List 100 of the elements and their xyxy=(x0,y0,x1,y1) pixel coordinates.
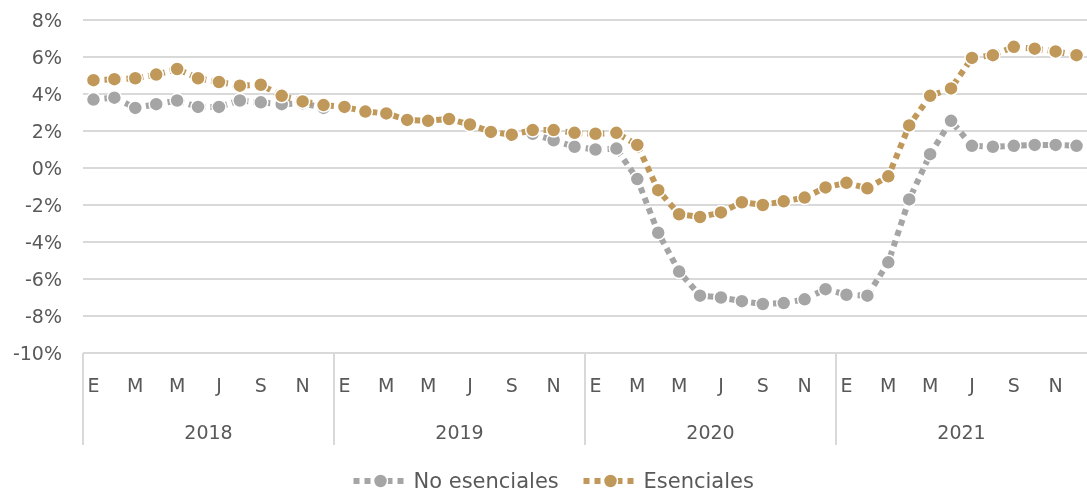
point xyxy=(148,96,164,112)
point xyxy=(943,80,959,97)
point xyxy=(859,180,876,197)
point xyxy=(399,112,415,128)
x-tick-label: J xyxy=(466,373,473,396)
point xyxy=(587,126,604,142)
x-tick-label: M xyxy=(921,373,939,396)
point xyxy=(796,291,813,308)
point xyxy=(253,77,269,93)
point xyxy=(253,94,269,111)
point xyxy=(232,77,248,94)
legend-label: No esenciales xyxy=(413,469,559,494)
point xyxy=(775,193,792,210)
x-tick-label: M xyxy=(880,373,897,396)
y-tick-label: -2% xyxy=(25,193,62,216)
x-tick-label: N xyxy=(546,373,561,396)
point xyxy=(441,111,457,127)
x-tick-label: E xyxy=(338,373,351,396)
text: 2018 xyxy=(184,420,233,443)
x-tick-label: N xyxy=(797,373,812,396)
point xyxy=(629,137,646,153)
point xyxy=(922,88,938,104)
text: 2021 xyxy=(937,420,986,443)
point xyxy=(1047,43,1064,60)
point xyxy=(838,286,855,303)
x-tick-label: N xyxy=(295,373,310,396)
point xyxy=(127,70,144,87)
x-tick-label: M xyxy=(419,373,437,396)
legend-label: Esenciales xyxy=(643,469,754,494)
point xyxy=(85,91,102,108)
y-tick-label: 2% xyxy=(31,119,62,142)
point xyxy=(1026,137,1043,153)
point xyxy=(378,105,395,122)
point xyxy=(148,66,164,83)
y-tick-label: -4% xyxy=(25,230,62,253)
point xyxy=(985,138,1001,155)
point xyxy=(273,88,290,104)
x-tick-label: S xyxy=(505,373,518,396)
x-tick-label: S xyxy=(254,373,267,396)
point xyxy=(964,50,980,66)
x-tick-label: M xyxy=(127,373,144,396)
point xyxy=(169,61,185,77)
point xyxy=(1026,40,1043,57)
point xyxy=(796,189,813,206)
point xyxy=(692,209,708,225)
text: 2020 xyxy=(686,420,735,443)
x-tick-label: M xyxy=(670,373,688,396)
x-tick-label: N xyxy=(1048,373,1063,396)
point xyxy=(880,254,897,271)
point xyxy=(232,92,248,109)
point xyxy=(483,124,499,140)
x-tick-label: J xyxy=(968,373,975,396)
point xyxy=(671,206,687,222)
point xyxy=(817,179,834,196)
point xyxy=(817,281,834,297)
point xyxy=(1006,39,1022,55)
point xyxy=(1068,47,1085,63)
point xyxy=(336,99,353,115)
y-tick-label: 0% xyxy=(31,156,62,179)
x-tick-label: J xyxy=(717,373,724,396)
point xyxy=(608,125,625,141)
point xyxy=(169,92,185,109)
point xyxy=(671,263,687,280)
point xyxy=(922,146,938,162)
point xyxy=(775,295,792,311)
y-tick-label: -6% xyxy=(25,267,62,290)
y-tick-label: 8% xyxy=(31,8,62,31)
y-tick-label: 4% xyxy=(31,82,62,105)
point xyxy=(734,293,750,309)
point xyxy=(127,100,144,116)
point xyxy=(629,171,646,187)
point xyxy=(608,140,625,157)
point xyxy=(755,296,771,312)
point xyxy=(755,197,771,213)
point xyxy=(964,138,980,154)
point xyxy=(1068,138,1085,154)
point xyxy=(85,72,102,88)
text: 2019 xyxy=(435,420,484,443)
point xyxy=(211,74,227,90)
point xyxy=(713,204,729,221)
x-tick-label: E xyxy=(589,373,602,396)
point xyxy=(106,71,123,87)
point xyxy=(1047,137,1064,153)
point xyxy=(713,289,729,306)
point xyxy=(504,126,520,143)
x-tick-label: S xyxy=(756,373,769,396)
point xyxy=(587,141,604,158)
point xyxy=(943,113,959,129)
point xyxy=(880,168,897,185)
point xyxy=(211,99,227,115)
x-tick-label: M xyxy=(378,373,395,396)
point xyxy=(462,116,478,133)
point xyxy=(566,138,583,155)
x-tick-label: E xyxy=(87,373,100,396)
point xyxy=(566,125,583,141)
y-tick-label: 6% xyxy=(31,45,62,68)
point xyxy=(357,103,374,120)
point xyxy=(901,191,917,208)
x-tick-label: M xyxy=(629,373,646,396)
point xyxy=(734,194,750,210)
